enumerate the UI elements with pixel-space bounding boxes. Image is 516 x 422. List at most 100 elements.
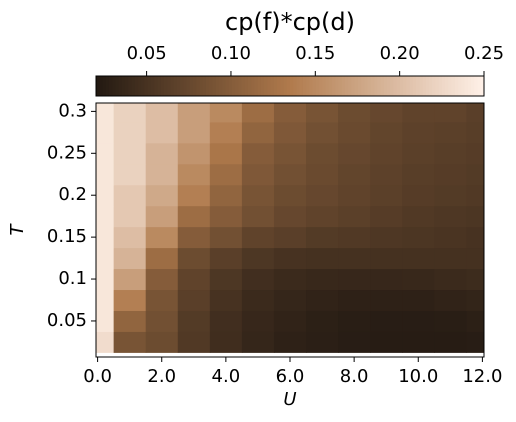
heatmap-cell [113, 121, 147, 144]
y-tick-label: 0.3 [58, 100, 87, 121]
colorbar-segment [432, 76, 436, 96]
heatmap-cell [273, 121, 307, 144]
colorbar-segment [251, 76, 255, 96]
colorbar-segment [144, 76, 149, 96]
heatmap-cell [96, 289, 115, 311]
colorbar-segment [383, 76, 388, 96]
heatmap-cell [241, 226, 275, 249]
heatmap-cell [306, 289, 339, 311]
x-tick-label: 8.0 [340, 366, 369, 387]
heatmap-cell [466, 142, 484, 165]
heatmap-cell [306, 331, 339, 353]
heatmap-cell [96, 247, 115, 270]
heatmap-cell [241, 205, 275, 228]
colorbar-segment [302, 76, 307, 96]
colorbar-segment [290, 76, 294, 96]
heatmap-cell [402, 142, 435, 165]
heatmap-cell [370, 142, 403, 165]
colorbar-segment [335, 76, 339, 96]
heatmap-cell [209, 268, 243, 291]
colorbar-segment [409, 76, 414, 96]
colorbar-segment [438, 76, 443, 96]
colorbar-segment [425, 76, 430, 96]
heatmap-cell [338, 142, 371, 165]
heatmap-cell [177, 103, 211, 123]
heatmap-cell [145, 226, 179, 249]
colorbar-segment [209, 76, 213, 96]
colorbar-segment [183, 76, 188, 96]
colorbar-segment [322, 76, 327, 96]
heatmap-cell [145, 331, 179, 353]
colorbar-segment [441, 76, 446, 96]
heatmap-cell [306, 247, 339, 270]
colorbar-segment [286, 76, 291, 96]
heatmap-cell [338, 331, 371, 353]
heatmap-cell [273, 310, 307, 332]
colorbar-tick-label: 0.15 [295, 43, 335, 64]
heatmap-cell [306, 184, 339, 207]
colorbar-segment [445, 76, 449, 96]
colorbar-segment [134, 76, 139, 96]
colorbar-segment [309, 76, 314, 96]
colorbar-segment [218, 76, 223, 96]
heatmap-cell [177, 289, 211, 311]
heatmap-cell [209, 226, 243, 249]
heatmap-cell [466, 121, 484, 144]
colorbar-segment [306, 76, 310, 96]
colorbar-segment [419, 76, 424, 96]
colorbar-segment [238, 76, 242, 96]
colorbar-segment [215, 76, 220, 96]
heatmap-cell [273, 142, 307, 165]
heatmap-cell [466, 184, 484, 207]
heatmap-cell [434, 268, 467, 291]
colorbar-segment [348, 76, 352, 96]
colorbar-segment [138, 76, 142, 96]
x-tick-label: 10.0 [398, 366, 438, 387]
colorbar-segment [176, 76, 181, 96]
heatmap-cell [113, 142, 147, 165]
heatmap-cell [306, 268, 339, 291]
x-tick-label: 6.0 [276, 366, 305, 387]
colorbar-segment [244, 76, 249, 96]
heatmap-cell [370, 103, 403, 123]
colorbar-segment [461, 76, 466, 96]
heatmap-cell [113, 268, 147, 291]
heatmap [96, 103, 484, 353]
colorbar-segment [480, 76, 485, 96]
heatmap-cell [96, 142, 115, 165]
colorbar-segment [280, 76, 285, 96]
heatmap-cell [145, 184, 179, 207]
heatmap-cell [113, 310, 147, 332]
heatmap-cell [96, 268, 115, 291]
colorbar-segment [154, 76, 158, 96]
colorbar-segment [370, 76, 375, 96]
heatmap-cell [113, 205, 147, 228]
colorbar-segment [474, 76, 479, 96]
colorbar-segment [296, 76, 301, 96]
colorbar-segment [102, 76, 107, 96]
heatmap-cell [145, 205, 179, 228]
heatmap-cell [177, 310, 211, 332]
colorbar-segment [131, 76, 136, 96]
colorbar-segment [121, 76, 126, 96]
heatmap-cell [177, 163, 211, 186]
heatmap-cell [96, 103, 115, 123]
heatmap-cell [466, 163, 484, 186]
colorbar-segment [212, 76, 217, 96]
colorbar-segment [128, 76, 133, 96]
heatmap-cell [209, 121, 243, 144]
colorbar-segment [364, 76, 369, 96]
heatmap-cell [370, 205, 403, 228]
y-tick-label: 0.1 [58, 268, 87, 289]
heatmap-cell [177, 142, 211, 165]
colorbar-segment [416, 76, 420, 96]
y-tick-label: 0.05 [47, 310, 87, 331]
heatmap-cell [113, 184, 147, 207]
colorbar-segment [448, 76, 453, 96]
heatmap-cell [402, 103, 435, 123]
colorbar-segment [264, 76, 268, 96]
colorbar-segment [367, 76, 372, 96]
colorbar-segment [108, 76, 113, 96]
heatmap-cell [370, 247, 403, 270]
colorbar-segment [380, 76, 385, 96]
